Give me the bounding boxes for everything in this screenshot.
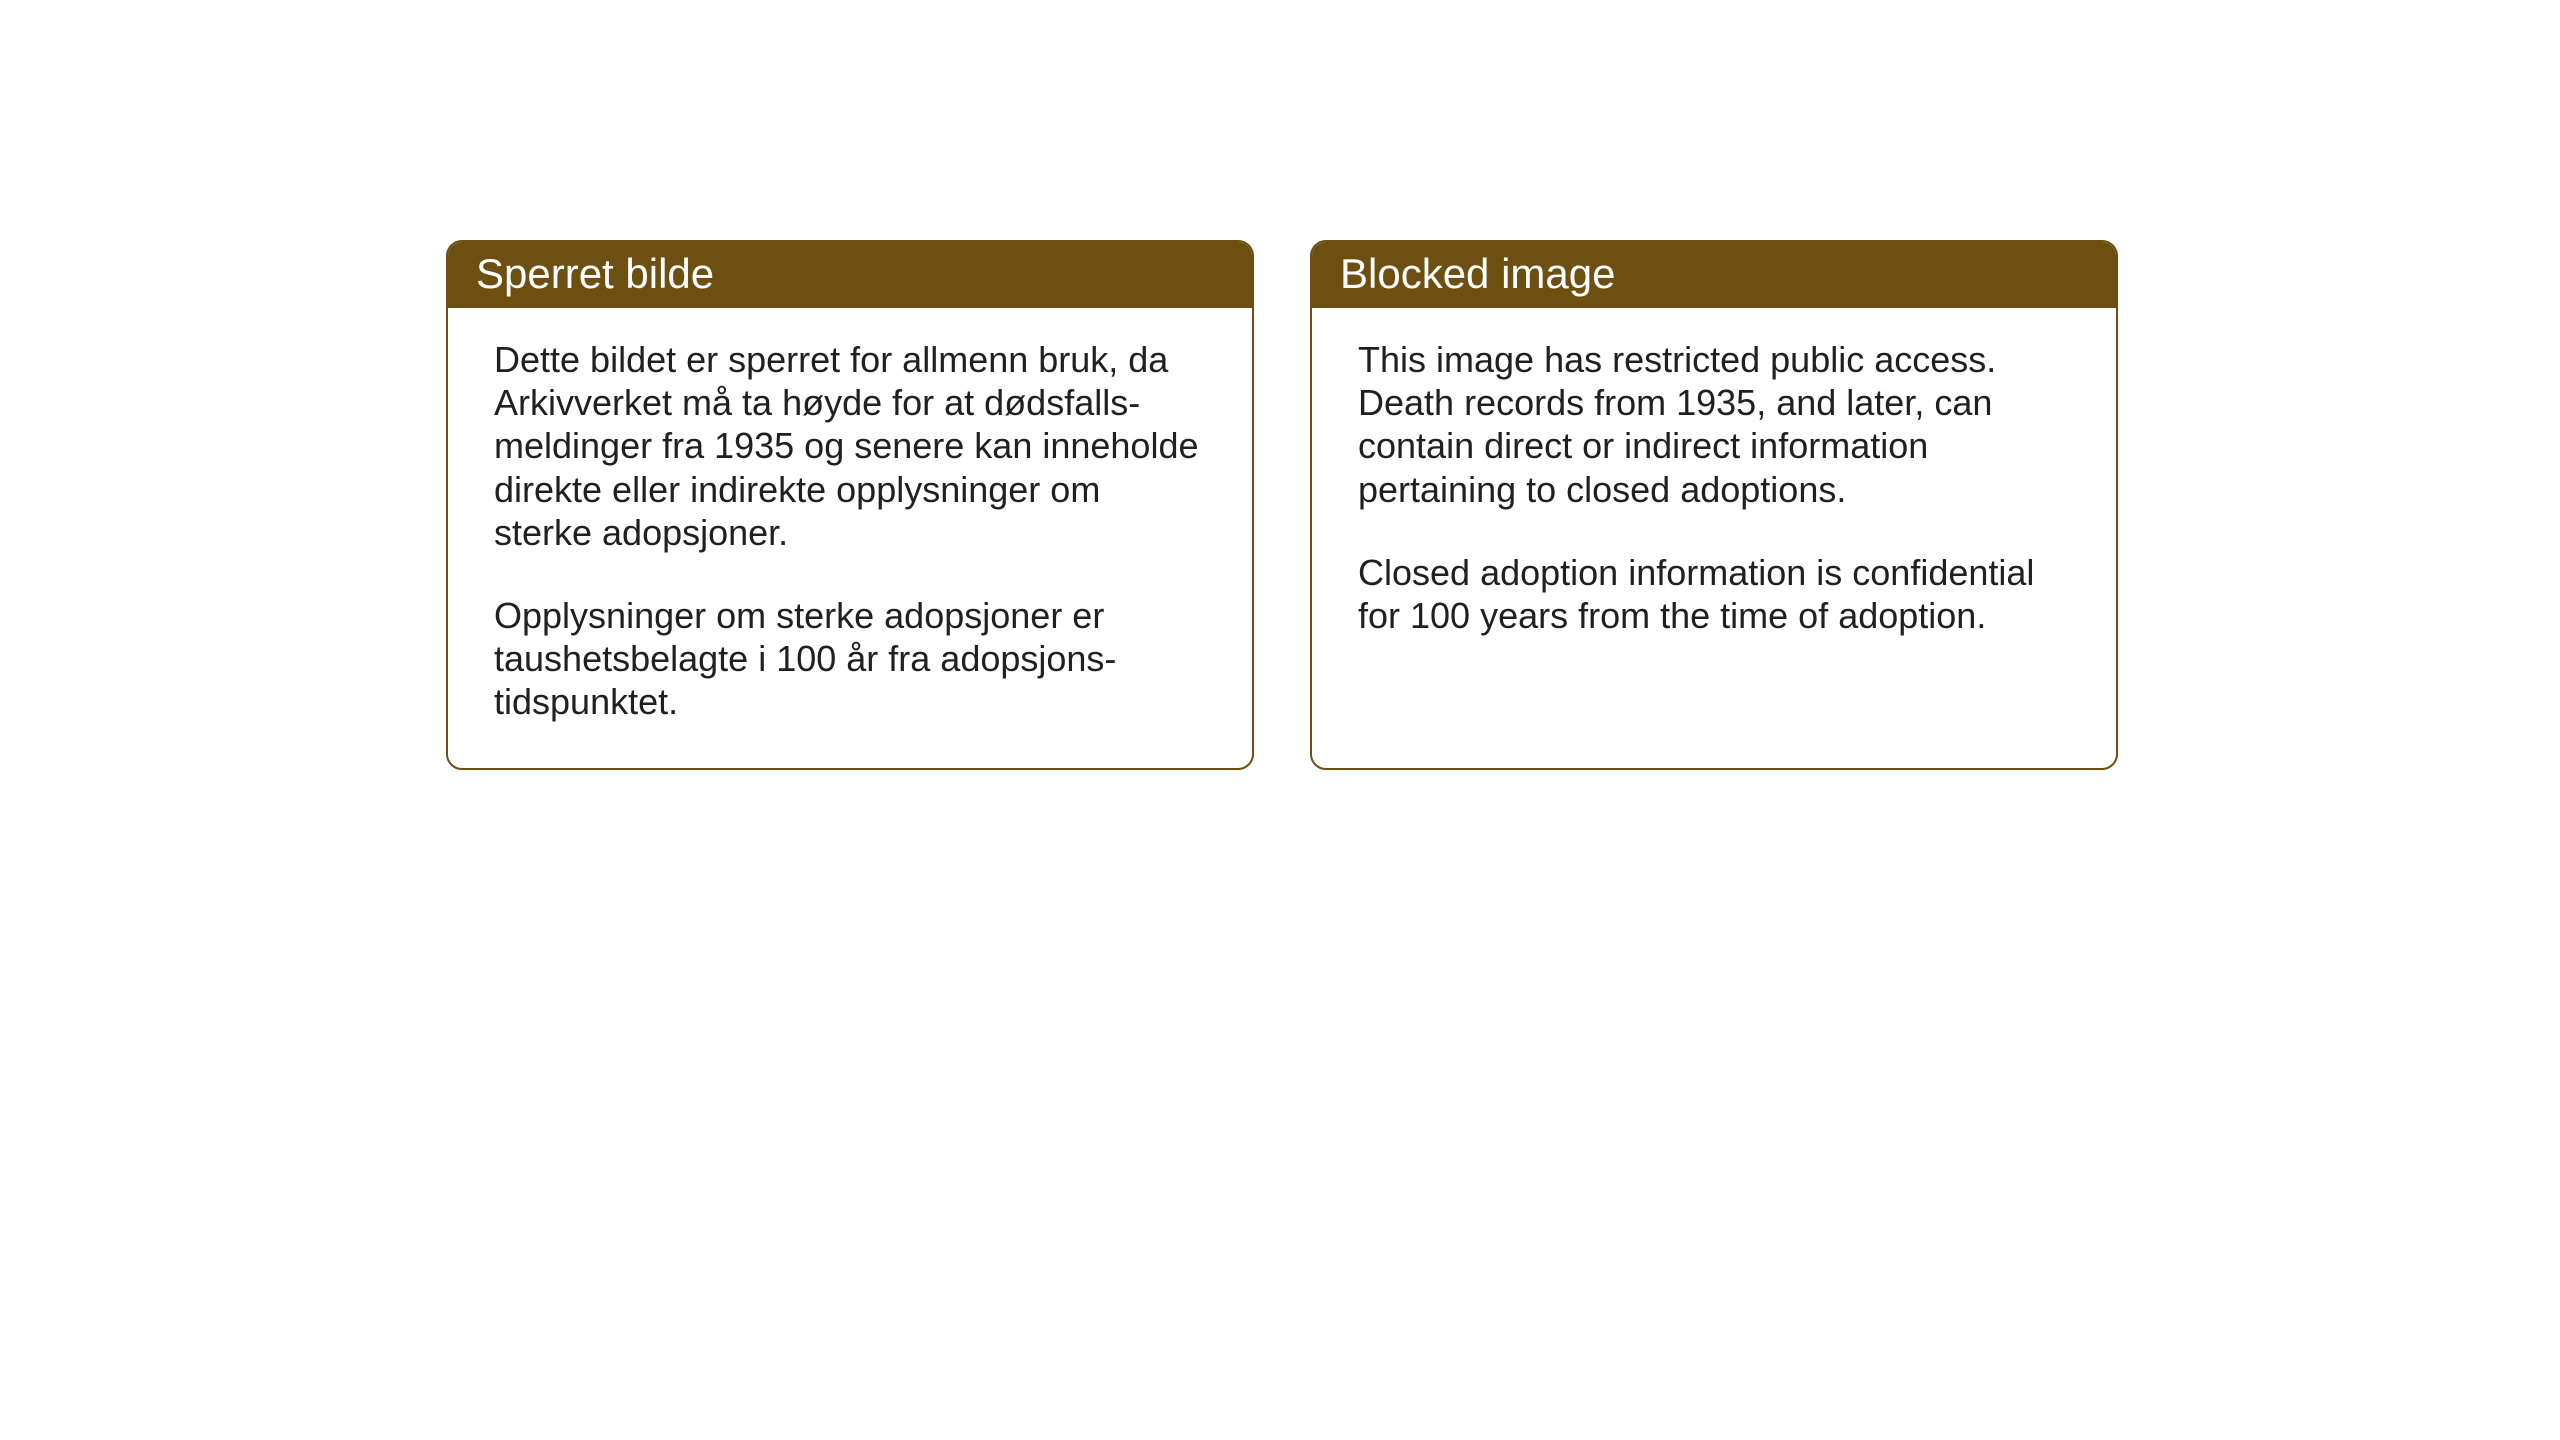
card-title: Sperret bilde	[476, 250, 714, 297]
card-paragraph: Opplysninger om sterke adopsjoner er tau…	[494, 594, 1206, 724]
card-body-english: This image has restricted public access.…	[1312, 308, 2116, 681]
card-title: Blocked image	[1340, 250, 1615, 297]
card-header-norwegian: Sperret bilde	[448, 242, 1252, 308]
card-paragraph: Dette bildet er sperret for allmenn bruk…	[494, 338, 1206, 554]
notice-card-english: Blocked image This image has restricted …	[1310, 240, 2118, 770]
card-header-english: Blocked image	[1312, 242, 2116, 308]
notice-container: Sperret bilde Dette bildet er sperret fo…	[446, 240, 2118, 770]
notice-card-norwegian: Sperret bilde Dette bildet er sperret fo…	[446, 240, 1254, 770]
card-paragraph: Closed adoption information is confident…	[1358, 551, 2070, 637]
card-body-norwegian: Dette bildet er sperret for allmenn bruk…	[448, 308, 1252, 768]
card-paragraph: This image has restricted public access.…	[1358, 338, 2070, 511]
